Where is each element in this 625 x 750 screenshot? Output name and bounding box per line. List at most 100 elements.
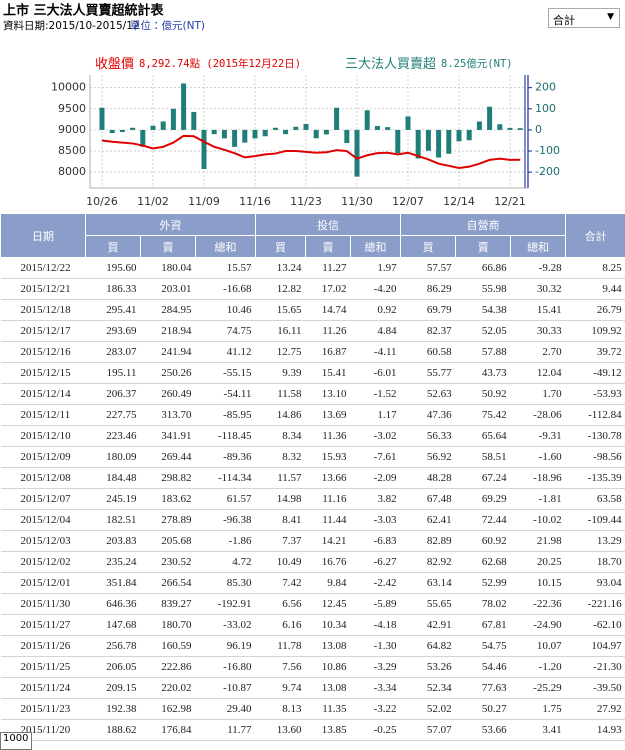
dropdown[interactable]: 合計 ▼ xyxy=(548,8,620,28)
value-cell: 220.02 xyxy=(141,678,196,699)
value-cell: -9.31 xyxy=(511,426,566,447)
value-cell: 15.93 xyxy=(306,447,351,468)
bar xyxy=(253,130,258,138)
value-cell: 67.81 xyxy=(456,615,511,636)
dropdown-arrow: ▼ xyxy=(607,12,614,22)
value-cell: 109.92 xyxy=(566,321,625,342)
date-cell: 2015/12/08 xyxy=(1,468,86,489)
value-cell: 293.69 xyxy=(86,321,141,342)
value-cell: 65.64 xyxy=(456,426,511,447)
value-cell: 82.37 xyxy=(401,321,456,342)
date-cell: 2015/12/04 xyxy=(1,510,86,531)
value-cell: 8.13 xyxy=(256,699,306,720)
unit: 單位：億元(NT) xyxy=(130,19,205,32)
value-cell: 13.10 xyxy=(306,384,351,405)
bar xyxy=(487,107,492,130)
value-cell: 10.46 xyxy=(196,300,256,321)
value-cell: 56.33 xyxy=(401,426,456,447)
value-cell: 57.88 xyxy=(456,342,511,363)
value-cell: 11.57 xyxy=(256,468,306,489)
x-tick-label: 12/07 xyxy=(392,195,424,208)
x-tick-label: 12/21 xyxy=(494,195,526,208)
value-cell: 230.52 xyxy=(141,552,196,573)
value-cell: 10.49 xyxy=(256,552,306,573)
value-cell: 63.58 xyxy=(566,489,625,510)
value-cell: 266.54 xyxy=(141,573,196,594)
value-cell: -98.56 xyxy=(566,447,625,468)
value-cell: 13.69 xyxy=(306,405,351,426)
value-cell: -54.11 xyxy=(196,384,256,405)
x-tick-label: 12/14 xyxy=(443,195,475,208)
value-cell: -1.81 xyxy=(511,489,566,510)
legend-note: 8.25億元(NT) xyxy=(441,57,513,70)
value-cell: 6.56 xyxy=(256,594,306,615)
value-cell: 227.75 xyxy=(86,405,141,426)
date-cell: 2015/11/27 xyxy=(1,615,86,636)
value-cell: 72.44 xyxy=(456,510,511,531)
sub-header: 總和 xyxy=(351,236,401,258)
bar xyxy=(406,116,411,129)
y-tick-label: 8000 xyxy=(58,165,86,178)
value-cell: 11.35 xyxy=(306,699,351,720)
date-cell: 2015/12/17 xyxy=(1,321,86,342)
value-cell: -9.28 xyxy=(511,258,566,279)
x-tick-label: 11/16 xyxy=(239,195,271,208)
date-cell: 2015/12/02 xyxy=(1,552,86,573)
value-cell: 57.07 xyxy=(401,720,456,741)
value-cell: 55.98 xyxy=(456,279,511,300)
value-cell: 74.75 xyxy=(196,321,256,342)
value-cell: 250.26 xyxy=(141,363,196,384)
value-cell: 77.63 xyxy=(456,678,511,699)
value-cell: -192.91 xyxy=(196,594,256,615)
value-cell: -135.39 xyxy=(566,468,625,489)
date-range: 資料日期:2015/10-2015/12 xyxy=(3,19,140,32)
value-cell: -112.84 xyxy=(566,405,625,426)
date-cell: 2015/12/15 xyxy=(1,363,86,384)
value-cell: 48.28 xyxy=(401,468,456,489)
value-cell: 11.77 xyxy=(196,720,256,741)
value-cell: -1.60 xyxy=(511,447,566,468)
value-cell: 18.70 xyxy=(566,552,625,573)
bar xyxy=(477,122,482,130)
value-cell: 52.63 xyxy=(401,384,456,405)
date-cell: 2015/11/24 xyxy=(1,678,86,699)
header-and-chart: 上市 三大法人買賣超統計表 資料日期:2015/10-2015/12 單位：億元… xyxy=(0,0,625,212)
value-cell: 26.79 xyxy=(566,300,625,321)
value-cell: 6.16 xyxy=(256,615,306,636)
value-cell: 58.51 xyxy=(456,447,511,468)
value-cell: 3.41 xyxy=(511,720,566,741)
y-tick-label: 10000 xyxy=(51,81,86,94)
column-header: 日期 xyxy=(1,214,86,258)
x-tick-label: 11/09 xyxy=(188,195,220,208)
value-cell: 10.86 xyxy=(306,657,351,678)
value-cell: -1.20 xyxy=(511,657,566,678)
date-cell: 2015/12/10 xyxy=(1,426,86,447)
date-cell: 2015/12/07 xyxy=(1,489,86,510)
value-cell: 278.89 xyxy=(141,510,196,531)
bar xyxy=(518,128,523,130)
value-cell: 184.48 xyxy=(86,468,141,489)
value-cell: -28.06 xyxy=(511,405,566,426)
value-cell: 11.44 xyxy=(306,510,351,531)
sub-header: 買 xyxy=(401,236,456,258)
value-cell: 52.02 xyxy=(401,699,456,720)
sub-header: 賣 xyxy=(456,236,511,258)
value-cell: 11.26 xyxy=(306,321,351,342)
value-cell: 54.75 xyxy=(456,636,511,657)
value-cell: 11.27 xyxy=(306,258,351,279)
value-cell: -4.18 xyxy=(351,615,401,636)
value-cell: 269.44 xyxy=(141,447,196,468)
date-cell: 2015/11/25 xyxy=(1,657,86,678)
sub-header: 買 xyxy=(86,236,141,258)
value-cell: -1.30 xyxy=(351,636,401,657)
value-cell: 9.44 xyxy=(566,279,625,300)
value-cell: 206.05 xyxy=(86,657,141,678)
value-cell: 8.32 xyxy=(256,447,306,468)
